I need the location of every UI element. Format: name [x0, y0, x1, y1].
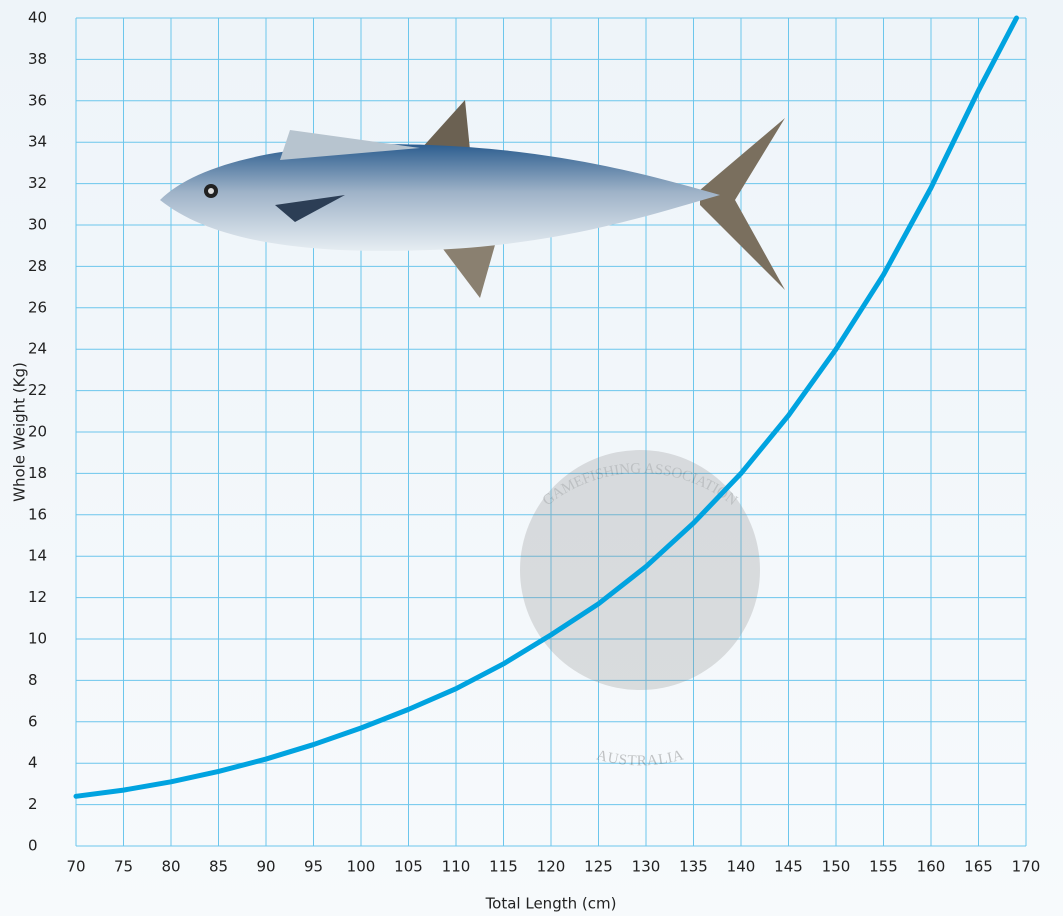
- y-tick-label: 28: [28, 257, 47, 275]
- x-tick-label: 120: [537, 858, 566, 876]
- x-tick-label: 70: [66, 858, 85, 876]
- data-line: [73, 15, 1019, 799]
- y-tick-label: 22: [28, 381, 47, 399]
- y-tick-label: 6: [28, 712, 38, 730]
- y-tick-label: 0: [28, 837, 38, 855]
- y-tick-label: 2: [28, 795, 38, 813]
- y-tick-label: 36: [28, 91, 47, 109]
- x-tick-label: 115: [489, 858, 518, 876]
- x-tick-label: 95: [304, 858, 323, 876]
- x-tick-label: 145: [774, 858, 803, 876]
- y-tick-label: 20: [28, 423, 47, 441]
- x-tick-label: 130: [632, 858, 661, 876]
- x-tick-label: 100: [347, 858, 376, 876]
- x-tick-label: 110: [442, 858, 471, 876]
- x-axis-label: Total Length (cm): [485, 895, 617, 913]
- y-tick-label: 26: [28, 298, 47, 316]
- x-tick-label: 90: [256, 858, 275, 876]
- y-axis-label: Whole Weight (Kg): [11, 362, 29, 502]
- x-tick-label: 105: [394, 858, 423, 876]
- y-tick-label: 34: [28, 133, 47, 151]
- x-tick-label: 85: [209, 858, 228, 876]
- x-tick-label: 160: [917, 858, 946, 876]
- x-tick-label: 155: [869, 858, 898, 876]
- y-tick-label: 18: [28, 464, 47, 482]
- x-tick-label: 80: [161, 858, 180, 876]
- y-tick-label: 38: [28, 50, 47, 68]
- watermark-bottom: AUSTRALIA: [595, 748, 686, 770]
- x-tick-label: 75: [114, 858, 133, 876]
- y-tick-label: 8: [28, 671, 38, 689]
- y-tick-label: 30: [28, 216, 47, 234]
- x-tick-label: 170: [1012, 858, 1041, 876]
- watermark-text: AUSTRALIA: [595, 748, 686, 770]
- grid: [75, 17, 1027, 847]
- y-tick-label: 10: [28, 630, 47, 648]
- y-tick-label: 32: [28, 174, 47, 192]
- y-tick-label: 4: [28, 754, 38, 772]
- x-tick-label: 150: [822, 858, 851, 876]
- x-tick-label: 125: [584, 858, 613, 876]
- y-tick-label: 16: [28, 505, 47, 523]
- y-tick-label: 24: [28, 340, 47, 358]
- plot: 70 75 80 85 90 95 100 105 110 115 120 125 130 135 140 1…: [28, 9, 1040, 876]
- x-tick-label: 165: [964, 858, 993, 876]
- y-tick-label: 14: [28, 547, 47, 565]
- y-tick-label: 12: [28, 588, 47, 606]
- x-tick-label: 140: [727, 858, 756, 876]
- y-tick-label: 40: [28, 9, 47, 27]
- fish-illustration: [160, 100, 785, 298]
- x-tick-label: 135: [679, 858, 708, 876]
